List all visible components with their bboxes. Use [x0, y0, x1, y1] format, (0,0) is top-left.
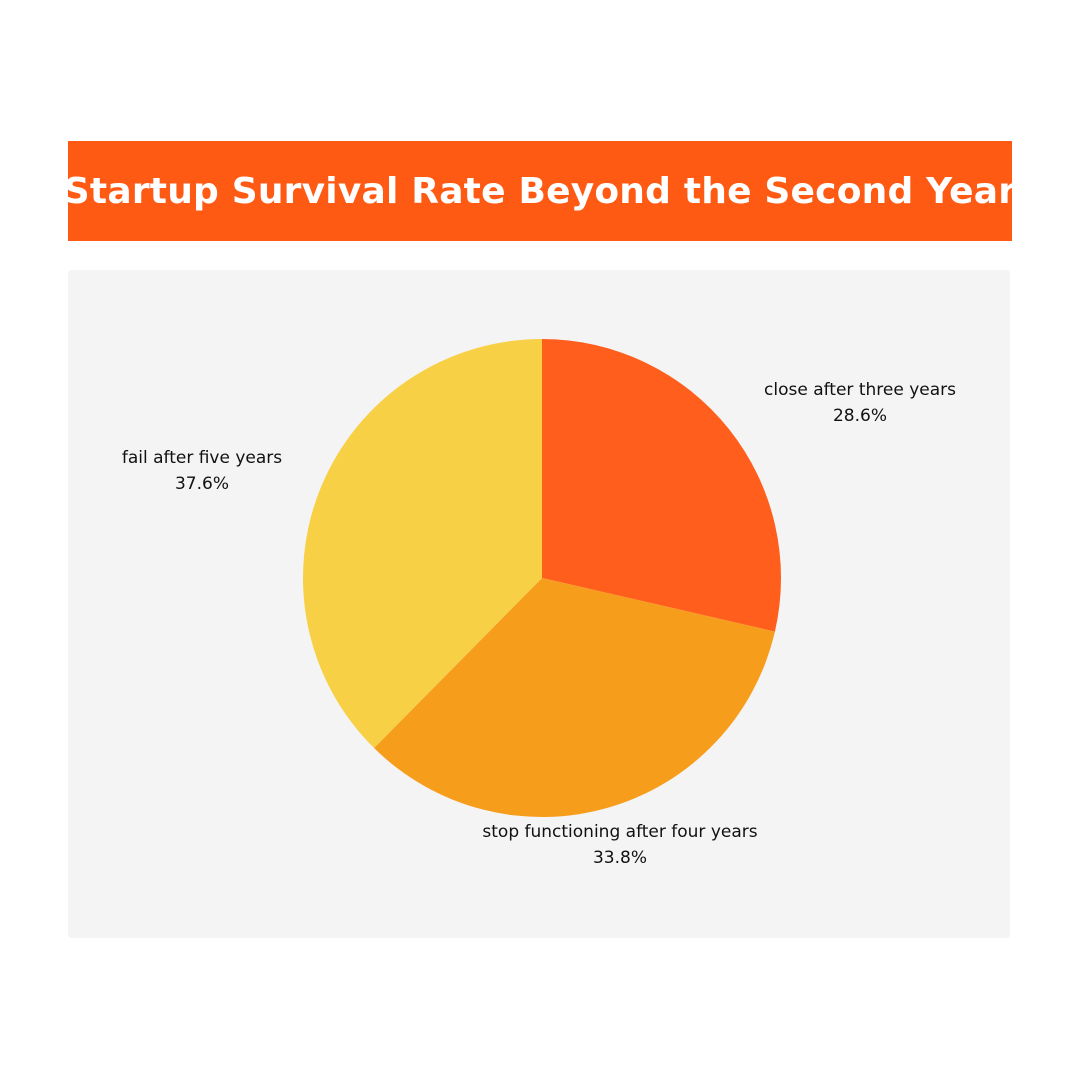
slice-value-text: 33.8% — [592, 848, 647, 868]
slice-label-text: stop functioning after four years — [482, 822, 758, 842]
slice-value-text: 28.6% — [832, 406, 888, 426]
pie-slice-fail-after-five-years — [303, 339, 542, 749]
chart-title: Startup Survival Rate Beyond the Second … — [63, 170, 1017, 212]
slice-value-text: 37.6% — [174, 474, 230, 494]
slice-label-text: close after three years — [764, 380, 956, 400]
slice-label-stop-functioning-after-four-years: stop functioning after four years 33.8% — [482, 819, 757, 871]
pie-slice-close-after-three-years — [542, 339, 781, 632]
pie-chart — [303, 339, 781, 817]
chart-panel: close after three years 28.6% stop funct… — [68, 270, 1010, 938]
slice-label-fail-after-five-years: fail after five years 37.6% — [122, 445, 282, 497]
pie-slice-stop-functioning-after-four-years — [374, 578, 775, 817]
slice-label-close-after-three-years: close after three years 28.6% — [764, 377, 956, 429]
title-banner: Startup Survival Rate Beyond the Second … — [64, 141, 1016, 241]
slice-label-text: fail after five years — [121, 448, 283, 468]
